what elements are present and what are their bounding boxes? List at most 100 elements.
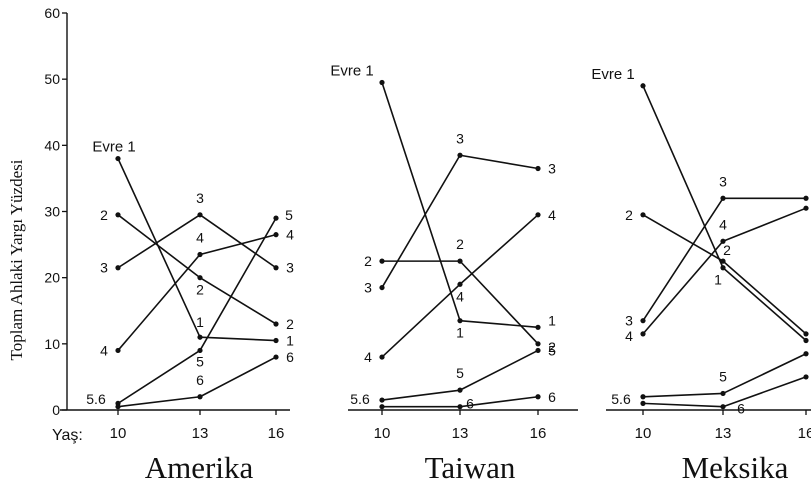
shared-low-label: 5.6 [86,391,106,407]
x-tick-label: 16 [268,425,285,442]
series-label-4: 4 [286,227,294,243]
series-label-6: 6 [737,401,745,417]
series-label-6: 6 [548,389,556,405]
data-point-3 [379,284,385,291]
data-point-6 [115,404,121,410]
series-label-3: 3 [456,130,464,146]
data-point-4 [640,331,646,337]
series-label-2: 2 [548,339,556,355]
data-point-3 [115,265,121,271]
x-tick-label: 10 [635,425,652,442]
data-point-3 [457,152,463,158]
data-point-2 [115,212,121,218]
series-label-3: 3 [196,190,204,206]
series-label-1: 1 [286,333,294,349]
series-label-4: 4 [100,342,108,358]
data-point-2 [273,321,279,327]
data-point-1 [535,324,541,330]
series-label-2: 2 [364,253,372,269]
data-point-6 [273,354,279,360]
y-tick-label: 10 [44,336,60,352]
data-point-5 [803,351,809,357]
data-point-3 [197,212,203,218]
shared-low-label: 5.6 [611,391,631,407]
stage-title-label: Evre 1 [591,66,634,83]
data-point-1 [197,334,203,340]
series-label-1: 1 [456,325,464,341]
data-point-4 [115,347,121,354]
axis-layer: 0 10 20 30 40 50 60 Yaş: [44,5,82,444]
series-label-1: 1 [714,272,722,288]
data-point-6 [379,404,385,410]
data-point-1 [640,83,646,89]
series-label-3: 3 [719,173,727,189]
data-point-2 [720,258,726,264]
data-point-1 [720,265,726,271]
shared-low-label: 5.6 [350,391,370,407]
panel-title-meksika: Meksika [682,450,789,479]
x-tick-label: 13 [715,425,732,442]
series-line-2 [642,214,807,335]
data-point-2 [197,275,203,281]
x-tick-label: 13 [192,425,209,442]
y-tick-label: 60 [44,5,60,21]
series-label-2: 2 [286,316,294,332]
data-point-4 [803,205,809,211]
series-label-6: 6 [286,349,294,365]
series-label-5: 5 [456,365,464,381]
data-point-2 [535,341,541,347]
stage-title-label: Evre 1 [92,139,135,156]
data-point-4 [457,281,463,287]
series-label-6: 6 [196,372,204,388]
x-tick-label: 16 [798,425,811,442]
data-point-6 [720,404,726,410]
x-tick-label: 16 [530,425,547,442]
y-tick-label: 0 [52,402,60,418]
series-label-2: 2 [723,242,731,258]
data-point-5 [273,215,279,221]
series-label-5: 5 [285,207,293,223]
series-line-3 [381,154,539,288]
series-label-1: 1 [196,314,204,330]
data-point-6 [457,404,463,410]
series-label-4: 4 [548,207,556,223]
data-point-5 [379,397,385,403]
data-point-3 [720,195,726,201]
y-tick-label: 40 [44,137,60,153]
data-point-5 [535,347,541,354]
series-label-4: 4 [625,328,633,344]
panel-title-amerika: Amerika [145,450,254,479]
series-label-3: 3 [100,260,108,276]
data-point-2 [457,258,463,264]
series-label-2: 2 [456,236,464,252]
series-label-3: 3 [286,260,294,276]
series-line-1 [642,85,807,342]
data-point-5 [457,387,463,393]
data-point-2 [803,331,809,337]
data-point-6 [197,394,203,400]
panel-title-taiwan: Taiwan [425,450,516,479]
series-label-5: 5 [196,353,204,369]
series-label-2: 2 [625,207,633,223]
data-point-1 [273,337,279,344]
data-point-3 [535,165,541,172]
x-axis-label: Yaş: [52,427,83,444]
x-tick-label: 13 [452,425,469,442]
data-point-5 [197,347,203,354]
data-point-1 [457,318,463,324]
series-label-4: 4 [719,216,727,232]
data-point-6 [640,400,646,406]
y-tick-label: 20 [44,270,60,286]
data-point-2 [640,212,646,218]
series-label-3: 3 [364,280,372,296]
y-tick-label: 30 [44,204,60,220]
data-point-5 [720,390,726,397]
data-point-4 [720,238,726,244]
data-point-4 [197,251,203,258]
series-label-2: 2 [100,207,108,223]
